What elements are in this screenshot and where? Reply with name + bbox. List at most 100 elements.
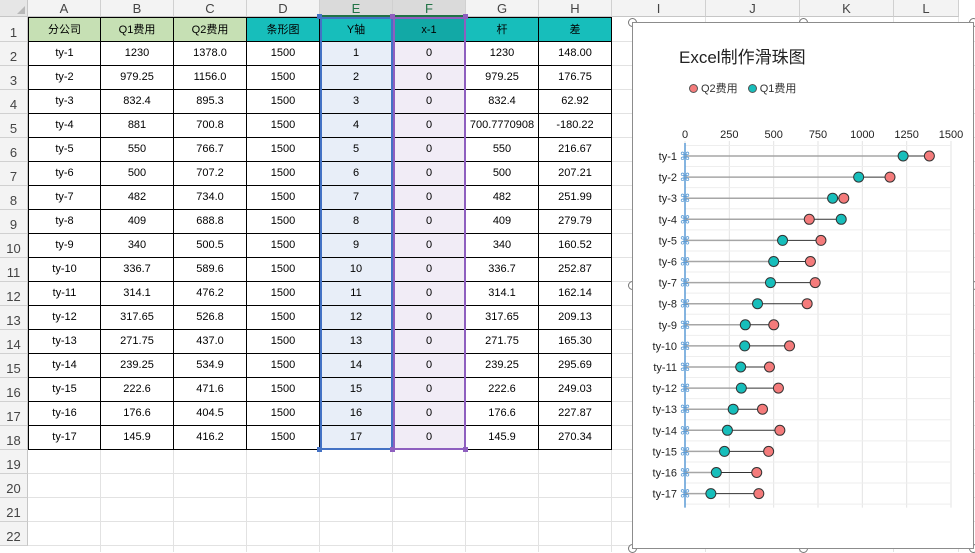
table-cell[interactable]: 1500 (247, 162, 320, 186)
table-cell[interactable]: 2 (320, 66, 393, 90)
range-handle[interactable] (390, 447, 395, 452)
table-cell[interactable]: 0 (393, 354, 466, 378)
table-cell[interactable]: 881 (101, 114, 174, 138)
table-cell[interactable]: 688.8 (174, 210, 247, 234)
table-cell[interactable]: 979.25 (466, 66, 539, 90)
table-cell[interactable]: 249.03 (539, 378, 612, 402)
table-cell[interactable]: 0 (393, 234, 466, 258)
table-cell[interactable]: 1500 (247, 282, 320, 306)
table-cell[interactable]: 1500 (247, 138, 320, 162)
table-cell[interactable]: 176.6 (466, 402, 539, 426)
table-cell[interactable]: 222.6 (101, 378, 174, 402)
chart-object[interactable]: Excel制作滑珠图 Q2费用 Q1费用 0 250 500 750 1000 1250 1… (632, 22, 974, 549)
table-cell[interactable]: 1500 (247, 210, 320, 234)
column-header-h[interactable]: H (539, 0, 612, 17)
table-cell[interactable]: 279.79 (539, 210, 612, 234)
range-handle[interactable] (390, 14, 395, 19)
table-cell[interactable]: 160.52 (539, 234, 612, 258)
row-header-1[interactable]: 1 (0, 17, 28, 42)
table-cell[interactable]: 336.7 (466, 258, 539, 282)
table-cell[interactable]: 1500 (247, 42, 320, 66)
table-cell[interactable]: ty-11 (28, 282, 101, 306)
table-cell[interactable]: 209.13 (539, 306, 612, 330)
table-cell[interactable]: 12 (320, 306, 393, 330)
table-header-cell[interactable]: Q2费用 (174, 17, 247, 42)
table-header-cell[interactable]: 差 (539, 17, 612, 42)
table-cell[interactable]: 526.8 (174, 306, 247, 330)
row-header-17[interactable]: 17 (0, 402, 28, 426)
table-cell[interactable]: 62.92 (539, 90, 612, 114)
table-cell[interactable]: -180.22 (539, 114, 612, 138)
table-cell[interactable]: 895.3 (174, 90, 247, 114)
row-header-12[interactable]: 12 (0, 282, 28, 306)
table-cell[interactable]: 207.21 (539, 162, 612, 186)
table-cell[interactable]: 700.7770908 (466, 114, 539, 138)
column-header-j[interactable]: J (706, 0, 800, 17)
row-header-8[interactable]: 8 (0, 186, 28, 210)
table-cell[interactable]: 500 (101, 162, 174, 186)
table-cell[interactable]: 251.99 (539, 186, 612, 210)
table-cell[interactable]: 1 (320, 42, 393, 66)
table-cell[interactable]: 0 (393, 258, 466, 282)
table-cell[interactable]: 550 (466, 138, 539, 162)
row-header-7[interactable]: 7 (0, 162, 28, 186)
table-cell[interactable]: 0 (393, 402, 466, 426)
table-cell[interactable]: 832.4 (101, 90, 174, 114)
row-header-16[interactable]: 16 (0, 378, 28, 402)
table-header-cell[interactable]: 条形图 (247, 17, 320, 42)
table-cell[interactable]: 707.2 (174, 162, 247, 186)
table-cell[interactable]: ty-2 (28, 66, 101, 90)
table-cell[interactable]: ty-9 (28, 234, 101, 258)
range-handle[interactable] (317, 14, 322, 19)
table-cell[interactable]: ty-17 (28, 426, 101, 450)
row-header-6[interactable]: 6 (0, 138, 28, 162)
table-cell[interactable]: 0 (393, 330, 466, 354)
table-cell[interactable]: ty-5 (28, 138, 101, 162)
table-cell[interactable]: 0 (393, 42, 466, 66)
table-cell[interactable]: 1378.0 (174, 42, 247, 66)
table-cell[interactable]: 1500 (247, 258, 320, 282)
table-cell[interactable]: 589.6 (174, 258, 247, 282)
row-header-15[interactable]: 15 (0, 354, 28, 378)
column-header-d[interactable]: D (247, 0, 320, 17)
table-cell[interactable]: 482 (466, 186, 539, 210)
table-cell[interactable]: 979.25 (101, 66, 174, 90)
table-cell[interactable]: 271.75 (101, 330, 174, 354)
row-header-14[interactable]: 14 (0, 330, 28, 354)
table-cell[interactable]: 550 (101, 138, 174, 162)
row-header-2[interactable]: 2 (0, 42, 28, 66)
table-cell[interactable]: 734.0 (174, 186, 247, 210)
table-cell[interactable]: 471.6 (174, 378, 247, 402)
table-cell[interactable]: 1500 (247, 330, 320, 354)
table-cell[interactable]: 0 (393, 90, 466, 114)
table-cell[interactable]: 0 (393, 186, 466, 210)
column-header-g[interactable]: G (466, 0, 539, 17)
table-cell[interactable]: 766.7 (174, 138, 247, 162)
table-header-cell[interactable]: Y轴 (320, 17, 393, 42)
row-header-21[interactable]: 21 (0, 498, 28, 522)
row-header-13[interactable]: 13 (0, 306, 28, 330)
table-cell[interactable]: ty-10 (28, 258, 101, 282)
column-header-c[interactable]: C (174, 0, 247, 17)
table-cell[interactable]: 7 (320, 186, 393, 210)
table-cell[interactable]: 482 (101, 186, 174, 210)
column-header-a[interactable]: A (28, 0, 101, 17)
table-cell[interactable]: 0 (393, 138, 466, 162)
column-header-f[interactable]: F (393, 0, 466, 17)
table-cell[interactable]: 1500 (247, 306, 320, 330)
table-cell[interactable]: 1500 (247, 114, 320, 138)
row-header-3[interactable]: 3 (0, 66, 28, 90)
table-cell[interactable]: 239.25 (466, 354, 539, 378)
range-handle[interactable] (317, 447, 322, 452)
table-cell[interactable]: 1500 (247, 402, 320, 426)
select-all-button[interactable] (0, 0, 28, 17)
table-cell[interactable]: ty-1 (28, 42, 101, 66)
table-cell[interactable]: 409 (466, 210, 539, 234)
table-cell[interactable]: 409 (101, 210, 174, 234)
table-cell[interactable]: 1230 (466, 42, 539, 66)
table-cell[interactable]: 17 (320, 426, 393, 450)
table-header-cell[interactable]: x-1 (393, 17, 466, 42)
column-header-i[interactable]: I (612, 0, 706, 17)
table-cell[interactable]: 1500 (247, 354, 320, 378)
table-cell[interactable]: 165.30 (539, 330, 612, 354)
